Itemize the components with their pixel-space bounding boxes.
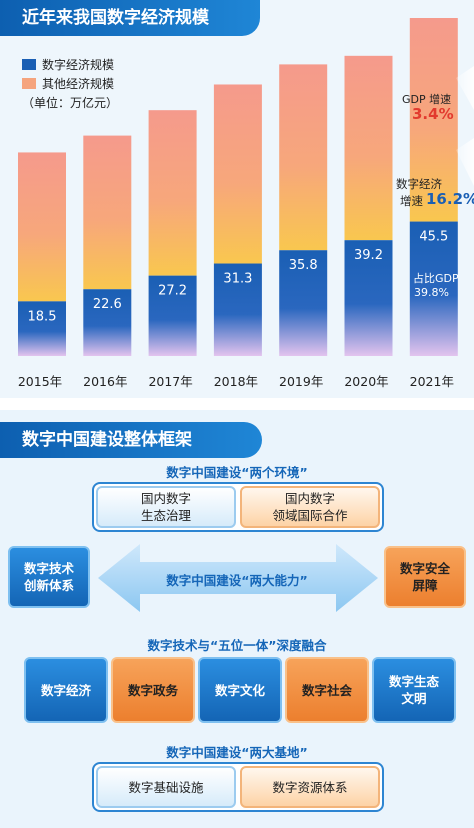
bar-other-0 xyxy=(18,152,66,302)
cap-box-security-barrier: 数字安全 屏障 xyxy=(384,546,466,608)
bar-digital-1 xyxy=(83,289,132,356)
share-gdp-label: 占比GDP xyxy=(413,272,459,285)
base-box-resource-system: 数字资源体系 xyxy=(240,766,380,808)
category-label-6: 2021年 xyxy=(410,374,454,389)
gdp-growth-label: GDP 增速 xyxy=(402,93,452,106)
bar-other-3 xyxy=(213,84,262,264)
base-box-infrastructure: 数字基础设施 xyxy=(96,766,236,808)
data-label-1: 22.6 xyxy=(93,297,122,312)
framework-title: 数字中国建设整体框架 xyxy=(0,422,262,458)
fusion-box-digital-government: 数字政务 xyxy=(111,657,195,723)
bar-other-4 xyxy=(279,64,328,251)
double-arrow-shape xyxy=(98,544,378,612)
category-label-0: 2015年 xyxy=(18,374,62,389)
legend-item-other: 其他经济规模 xyxy=(22,75,118,94)
bar-other-5 xyxy=(344,55,393,241)
five-in-one-title: 数字技术与“五位一体”深度融合 xyxy=(147,638,327,653)
bar-digital-6 xyxy=(409,221,458,356)
fusion-box-digital-ecology: 数字生态 文明 xyxy=(372,657,456,723)
bar-digital-2 xyxy=(148,275,197,356)
chart-title: 近年来我国数字经济规模 xyxy=(0,0,260,36)
bar-other-1 xyxy=(83,135,132,290)
two-environments-title: 数字中国建设“两个环境” xyxy=(166,465,308,480)
bar-other-2 xyxy=(148,110,197,276)
bar-other-6 xyxy=(409,18,458,222)
capabilities-arrow xyxy=(98,544,378,612)
data-label-4: 35.8 xyxy=(289,258,318,273)
data-label-6: 45.5 xyxy=(419,230,448,245)
unit-label: （单位：万亿元） xyxy=(22,96,119,110)
env-box-international-cooperation: 国内数字 领域国际合作 xyxy=(240,486,380,528)
digital-economy-chart-panel: 18.5 22.6 27.2 31.3 35.8 39.2 45.5 2015年 2016年 2… xyxy=(0,0,474,398)
share-gdp-value: 39.8% xyxy=(414,286,449,299)
category-label-5: 2020年 xyxy=(344,374,388,389)
gdp-growth-value: 3.4% xyxy=(412,105,454,123)
env-box-domestic-governance: 国内数字 生态治理 xyxy=(96,486,236,528)
data-label-3: 31.3 xyxy=(223,272,252,287)
framework-panel: 数字中国建设整体框架 数字中国建设“两个环境” 国内数字 生态治理 国内数字 领… xyxy=(0,410,474,828)
bar-digital-4 xyxy=(279,250,328,356)
digital-growth-label-2: 增速 xyxy=(400,194,423,208)
cap-box-tech-innovation: 数字技术 创新体系 xyxy=(8,546,90,608)
data-label-0: 18.5 xyxy=(28,309,57,324)
two-capabilities-title: 数字中国建设“两大能力” xyxy=(166,573,308,588)
bar-digital-3 xyxy=(213,263,262,356)
digital-growth-label-1: 数字经济 xyxy=(396,177,442,191)
legend-swatch-other xyxy=(22,78,36,89)
fusion-box-digital-culture: 数字文化 xyxy=(198,657,282,723)
two-bases-title: 数字中国建设“两大基地” xyxy=(166,745,308,760)
growth-arrow-top xyxy=(456,66,474,110)
category-label-3: 2018年 xyxy=(214,374,258,389)
growth-arrow-mid xyxy=(456,138,474,186)
data-label-5: 39.2 xyxy=(354,248,383,263)
category-label-4: 2019年 xyxy=(279,374,323,389)
fusion-box-digital-economy: 数字经济 xyxy=(24,657,108,723)
legend-label-digital: 数字经济规模 xyxy=(42,58,115,72)
fusion-box-digital-society: 数字社会 xyxy=(285,657,369,723)
legend-label-other: 其他经济规模 xyxy=(42,77,115,91)
bar-digital-0 xyxy=(18,301,66,356)
legend: 数字经济规模 其他经济规模 （单位：万亿元） xyxy=(22,56,118,113)
legend-swatch-digital xyxy=(22,59,36,70)
stacked-bar-chart: 18.5 22.6 27.2 31.3 35.8 39.2 45.5 2015年 2016年 2… xyxy=(18,18,474,389)
digital-growth-value: 16.2% xyxy=(426,190,474,208)
bar-digital-5 xyxy=(344,240,393,356)
legend-item-digital: 数字经济规模 xyxy=(22,56,118,75)
category-label-2: 2017年 xyxy=(148,374,192,389)
category-label-1: 2016年 xyxy=(83,374,127,389)
data-label-2: 27.2 xyxy=(158,284,187,299)
